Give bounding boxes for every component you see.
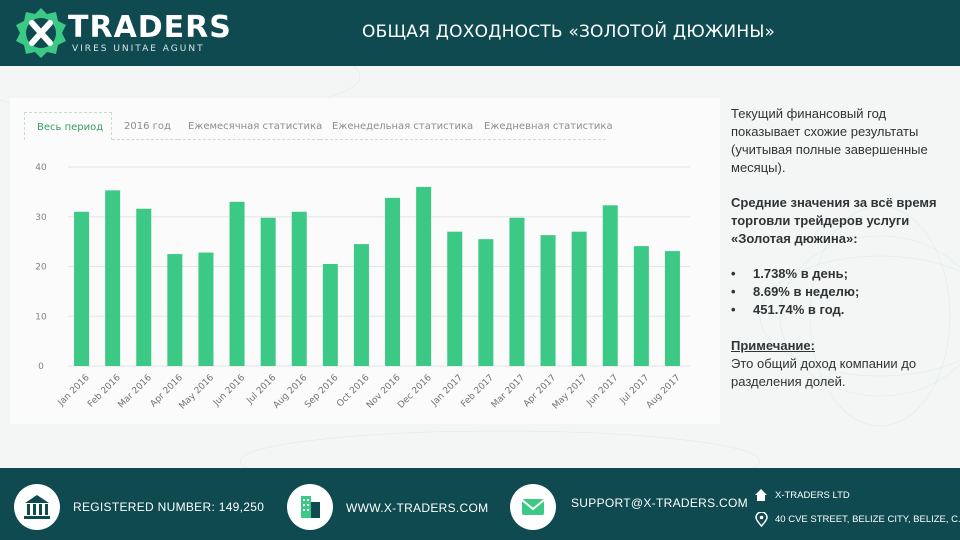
x-tick-label: Mar 2017 <box>490 373 527 410</box>
logo-x-icon <box>16 8 66 58</box>
stat-daily: 1.738% в день; <box>731 265 953 283</box>
bar-jan-2017[interactable] <box>447 231 463 366</box>
bar-mar-2016[interactable] <box>136 208 152 366</box>
x-tick-label: Sep 2016 <box>303 373 340 410</box>
bar-aug-2017[interactable] <box>664 251 680 366</box>
header-bar <box>0 0 960 66</box>
support-email[interactable]: SUPPORT@X-TRADERS.COM <box>571 496 748 510</box>
company-name: X-TRADERS LTD <box>775 490 850 501</box>
y-tick-label: 10 <box>35 312 47 322</box>
bar-dec-2016[interactable] <box>416 186 432 366</box>
bar-may-2017[interactable] <box>571 231 587 366</box>
company-address: 40 CVE STREET, BELIZE CITY, BELIZE, C.A. <box>775 514 960 525</box>
bar-sep-2016[interactable] <box>322 264 338 366</box>
footer-bar <box>0 468 960 540</box>
bar-feb-2016[interactable] <box>105 190 121 366</box>
bar-feb-2017[interactable] <box>478 239 494 366</box>
tab-all-period[interactable]: Весь период <box>24 112 112 140</box>
tab-2016[interactable]: 2016 год <box>112 112 178 140</box>
bar-aug-2016[interactable] <box>291 211 307 366</box>
y-tick-label: 20 <box>35 263 47 273</box>
bar-may-2016[interactable] <box>198 252 214 366</box>
tab-daily[interactable]: Ежедневная статистика <box>468 112 613 140</box>
bar-mar-2017[interactable] <box>509 217 525 366</box>
stat-weekly: 8.69% в неделю; <box>731 283 953 301</box>
stats-list: 1.738% в день; 8.69% в неделю; 451.74% в… <box>731 265 953 319</box>
y-tick-label: 40 <box>35 163 47 173</box>
note-title: Примечание: <box>731 338 815 353</box>
x-tick-label: Mar 2016 <box>117 373 154 410</box>
bar-apr-2016[interactable] <box>167 254 183 366</box>
bank-icon <box>14 484 60 530</box>
y-tick-label: 30 <box>35 213 47 223</box>
mail-icon <box>510 484 556 530</box>
brand-tagline: VIRES UNITAE AGUNT <box>72 44 205 54</box>
x-tick-label: Aug 2017 <box>645 373 683 411</box>
average-title: Средние значения за всё время торговли т… <box>731 195 937 246</box>
tab-weekly[interactable]: Еженедельная статистика <box>320 112 473 140</box>
period-tabs: Весь период 2016 год Ежемесячная статист… <box>24 112 613 140</box>
bar-jan-2016[interactable] <box>74 211 90 366</box>
bar-jun-2017[interactable] <box>602 205 618 366</box>
x-tick-label: Dec 2016 <box>396 373 434 411</box>
intro-text: Текущий финансовый год показывает схожие… <box>731 106 928 175</box>
x-tick-label: Jun 2016 <box>211 373 247 409</box>
bar-oct-2016[interactable] <box>353 244 369 366</box>
tab-monthly[interactable]: Ежемесячная статистика <box>178 112 322 140</box>
x-tick-label: Jun 2017 <box>584 373 620 409</box>
bar-apr-2017[interactable] <box>540 235 556 366</box>
summary-panel: Текущий финансовый год показывает схожие… <box>731 105 953 391</box>
home-icon <box>755 489 767 501</box>
location-pin-icon <box>755 512 768 527</box>
y-tick-label: 0 <box>38 362 44 372</box>
bar-jun-2016[interactable] <box>229 201 245 366</box>
page-title: ОБЩАЯ ДОХОДНОСТЬ «ЗОЛОТОЙ ДЮЖИНЫ» <box>362 22 776 42</box>
registered-number: REGISTERED NUMBER: 149,250 <box>73 500 265 514</box>
website-link[interactable]: WWW.X-TRADERS.COM <box>346 501 489 515</box>
note-text: Это общий доход компании до разделения д… <box>731 356 917 389</box>
bar-jul-2017[interactable] <box>633 246 649 366</box>
bar-jul-2016[interactable] <box>260 217 276 366</box>
bar-nov-2016[interactable] <box>385 197 401 366</box>
stat-yearly: 451.74% в год. <box>731 301 953 319</box>
building-icon <box>287 484 333 530</box>
brand-name: TRADERS <box>68 10 232 45</box>
